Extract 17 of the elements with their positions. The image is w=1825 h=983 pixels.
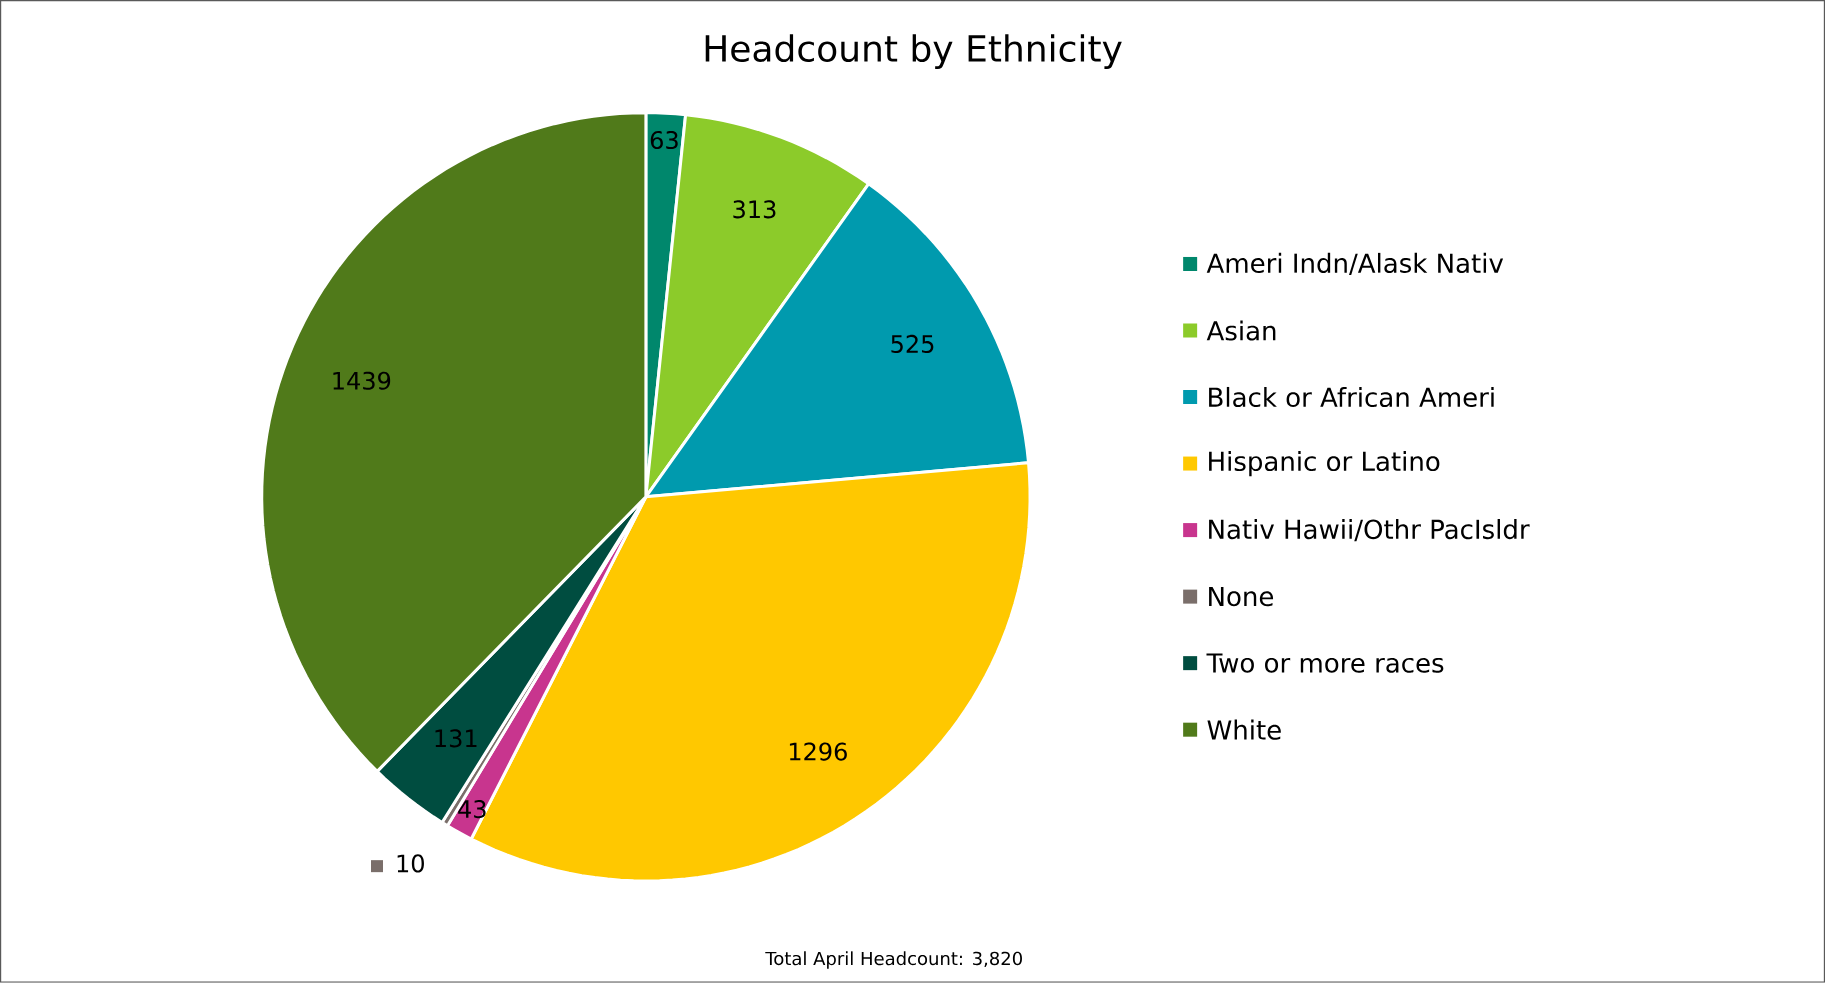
data-label: 1439 xyxy=(333,371,391,390)
legend-label: Two or more races xyxy=(1206,653,1444,673)
data-label: 1296 xyxy=(789,742,847,761)
legend-label: Ameri Indn/Alask Nativ xyxy=(1206,253,1504,276)
legend-label: Hispanic or Latino xyxy=(1209,451,1440,477)
legend-label: None xyxy=(1209,587,1274,607)
data-label: 525 xyxy=(891,335,934,354)
legend-label: Asian xyxy=(1206,320,1276,341)
chart-title: Headcount by Ethnicity xyxy=(705,34,1122,70)
data-label: 313 xyxy=(733,200,776,219)
data-label: 63 xyxy=(650,131,678,150)
legend-label: Black or African Ameri xyxy=(1209,387,1494,408)
text: Total April Headcount: 3,820 xyxy=(765,951,1022,969)
legend-label: White xyxy=(1207,719,1281,740)
legend-label: Nativ Hawii/Othr PacIsldr xyxy=(1209,519,1530,542)
data-label: 10 xyxy=(397,854,424,873)
data-label: 131 xyxy=(435,729,477,748)
